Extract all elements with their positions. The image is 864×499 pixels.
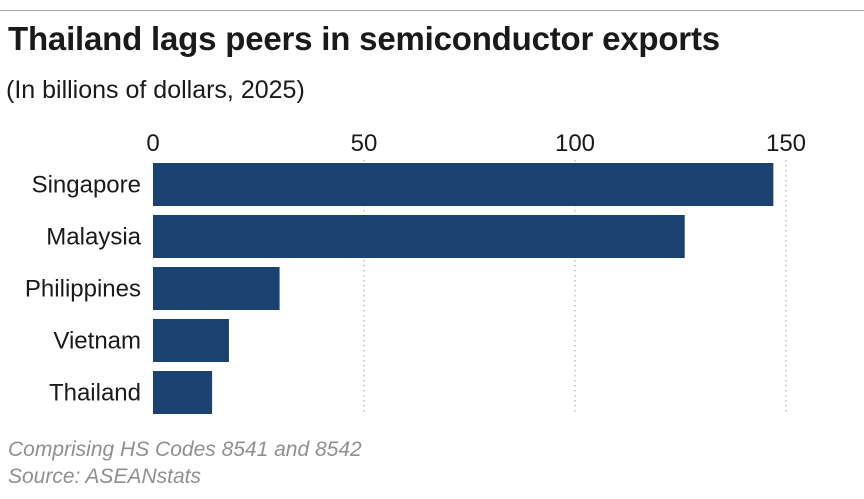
y-category-label: Vietnam [53,328,141,355]
y-category-label: Singapore [32,172,141,199]
y-category-label: Philippines [25,276,141,303]
y-category-label: Malaysia [46,224,141,251]
x-tick-label: 0 [146,130,159,157]
bar [153,371,213,414]
chart-note: Comprising HS Codes 8541 and 8542 [8,438,362,461]
bar [153,215,685,258]
chart-title: Thailand lags peers in semiconductor exp… [8,20,720,57]
bar [153,267,280,310]
top-rule [0,10,864,11]
x-tick-label: 150 [766,130,806,157]
x-tick-label: 50 [351,130,378,157]
bar [153,319,229,362]
chart-subtitle: (In billions of dollars, 2025) [6,76,305,104]
x-tick-label: 100 [555,130,595,157]
bar [153,163,774,206]
y-category-label: Thailand [49,380,141,407]
chart-source: Source: ASEANstats [8,465,201,488]
